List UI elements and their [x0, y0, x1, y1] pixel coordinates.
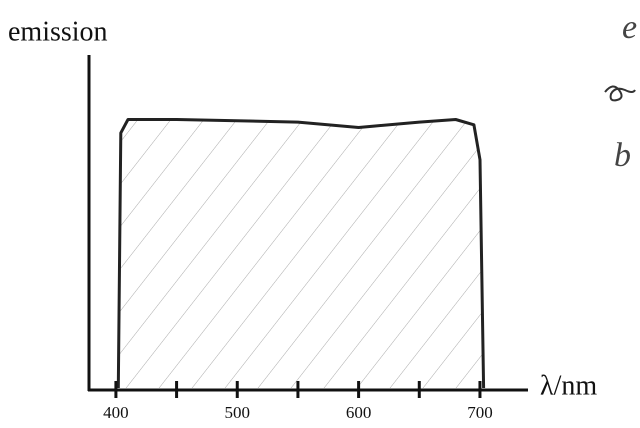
- x-tick-label: 500: [225, 403, 251, 422]
- x-tick-label: 700: [467, 403, 493, 422]
- scribble: [604, 85, 636, 102]
- x-tick-label: 600: [346, 403, 372, 422]
- x-tick-label: 400: [103, 403, 129, 422]
- area-fill: [118, 119, 484, 388]
- annotation: b: [614, 137, 631, 174]
- annotation: e: [622, 9, 637, 46]
- y-axis-label: emission: [8, 16, 108, 47]
- curve: [116, 118, 486, 389]
- x-axis-label: λ/nm: [540, 370, 597, 401]
